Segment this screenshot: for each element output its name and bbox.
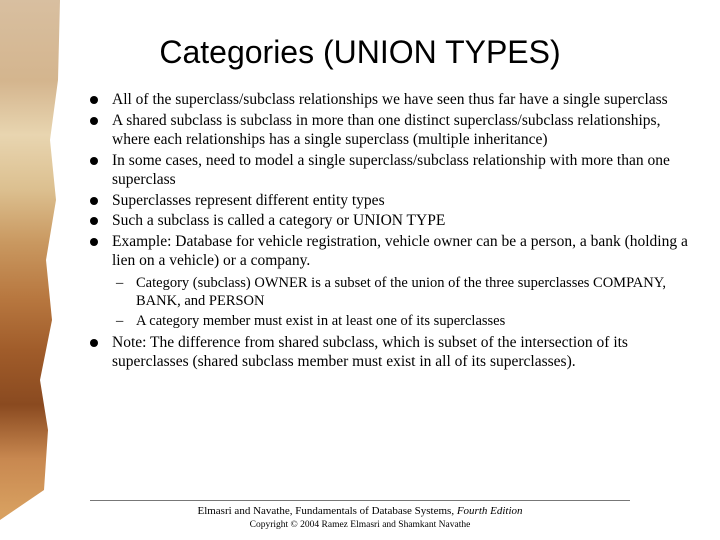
main-bullet-list-2: Note: The difference from shared subclas… — [90, 334, 690, 372]
slide-title: Categories (UNION TYPES) — [0, 34, 720, 71]
bullet-item: Example: Database for vehicle registrati… — [90, 233, 690, 271]
bullet-item: Note: The difference from shared subclas… — [90, 334, 690, 372]
sub-bullet-item: Category (subclass) OWNER is a subset of… — [90, 275, 690, 310]
bullet-item: A shared subclass is subclass in more th… — [90, 112, 690, 150]
footer-book-prefix: Elmasri and Navathe, Fundamentals of Dat… — [197, 505, 456, 517]
bullet-item: Superclasses represent different entity … — [90, 192, 690, 211]
body-content: All of the superclass/subclass relations… — [0, 91, 720, 372]
slide-content: Categories (UNION TYPES) All of the supe… — [0, 0, 720, 540]
footer-book-edition: Fourth Edition — [457, 505, 523, 517]
sub-bullet-list: Category (subclass) OWNER is a subset of… — [90, 275, 690, 330]
footer-copyright: Copyright © 2004 Ramez Elmasri and Shamk… — [0, 520, 720, 530]
sub-bullet-item: A category member must exist in at least… — [90, 313, 690, 331]
footer-divider — [90, 500, 630, 501]
bullet-item: All of the superclass/subclass relations… — [90, 91, 690, 110]
bullet-item: In some cases, need to model a single su… — [90, 152, 690, 190]
bullet-item: Such a subclass is called a category or … — [90, 212, 690, 231]
slide-footer: Elmasri and Navathe, Fundamentals of Dat… — [0, 500, 720, 530]
footer-book-citation: Elmasri and Navathe, Fundamentals of Dat… — [0, 505, 720, 517]
main-bullet-list: All of the superclass/subclass relations… — [90, 91, 690, 271]
